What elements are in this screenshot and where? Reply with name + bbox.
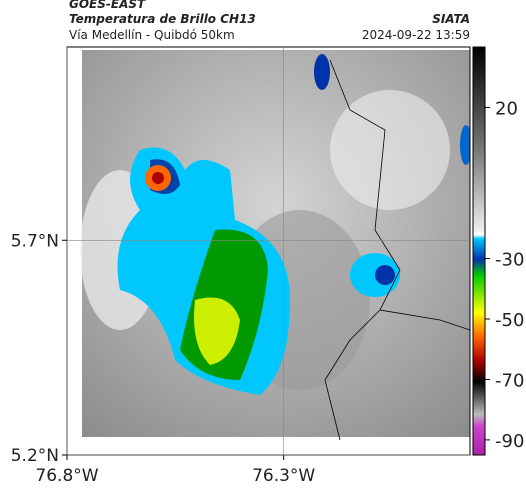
- storm-core: [194, 297, 240, 365]
- colorbar-label: 20: [495, 98, 518, 119]
- y-tick-label: 5.7°N: [11, 231, 59, 251]
- storm: [375, 265, 395, 285]
- y-tick-label: 5.2°N: [11, 446, 59, 466]
- colorbar-label: -70: [495, 370, 524, 391]
- source: SIATA: [432, 12, 470, 26]
- storm-core: [152, 172, 164, 184]
- colorbar: [472, 46, 486, 456]
- x-tick-label: 76.8°W: [35, 466, 98, 486]
- colorbar-label: -90: [495, 431, 524, 452]
- datetime: 2024-09-22 13:59: [362, 28, 470, 42]
- storm: [314, 54, 330, 90]
- x-tick-label: 76.3°W: [252, 466, 315, 486]
- subtitle: Vía Medellín - Quibdó 50km: [69, 28, 235, 42]
- cloud: [330, 90, 450, 210]
- storm: [460, 125, 470, 165]
- title: Temperatura de Brillo CH13: [69, 12, 256, 26]
- product: GOES-EAST: [69, 0, 146, 11]
- colorbar-label: -30: [495, 250, 524, 271]
- colorbar-label: -50: [495, 310, 524, 331]
- imagery: [67, 47, 470, 455]
- boundary: [324, 59, 470, 441]
